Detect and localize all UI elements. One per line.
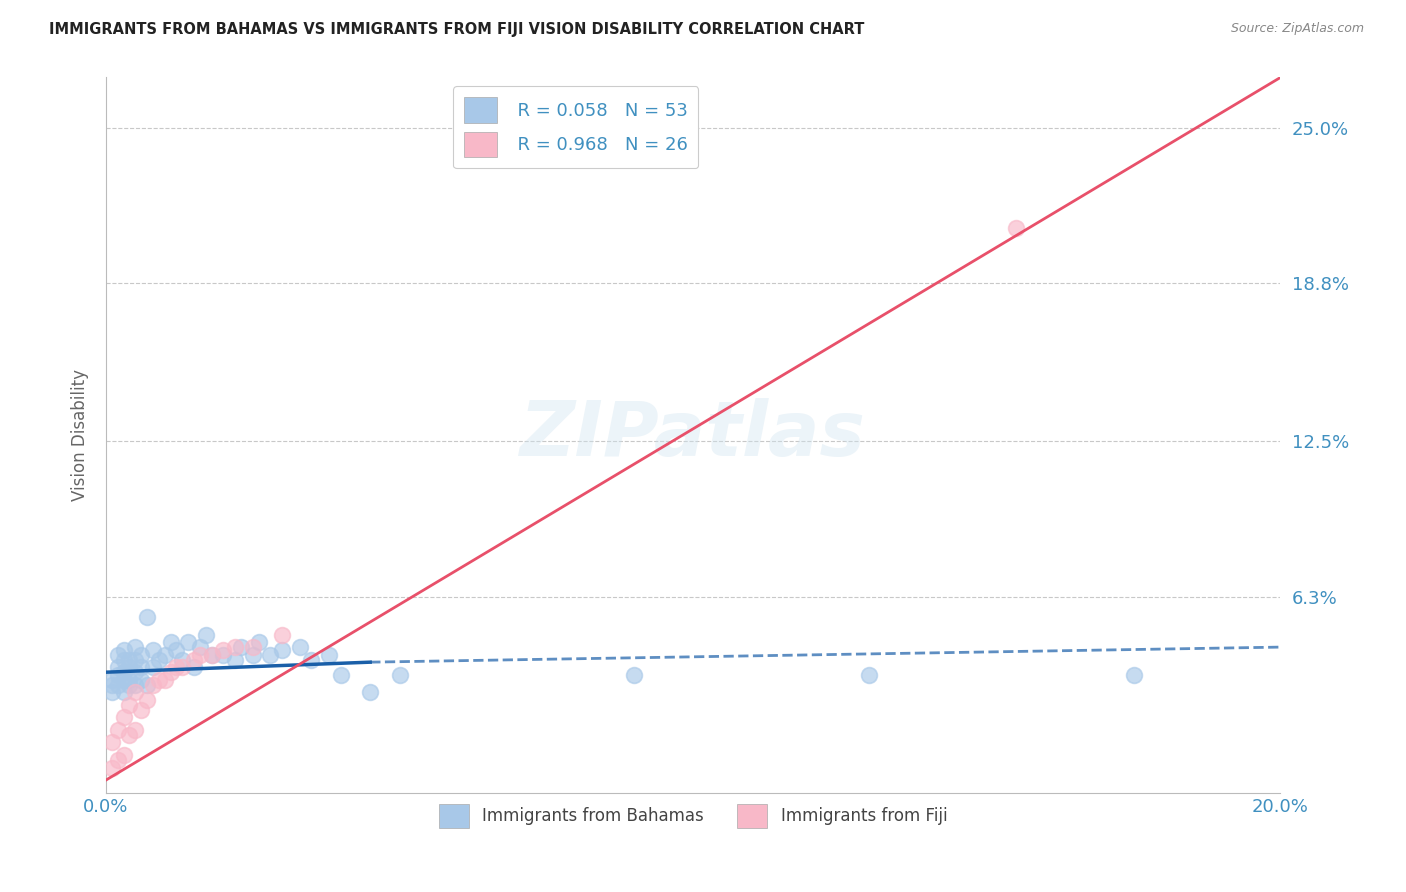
Point [101, 760, 124, 774]
Point [242, 648, 264, 662]
Point [129, 673, 152, 687]
Point [112, 653, 135, 667]
Point [259, 648, 281, 662]
Text: IMMIGRANTS FROM BAHAMAS VS IMMIGRANTS FROM FIJI VISION DISABILITY CORRELATION CH: IMMIGRANTS FROM BAHAMAS VS IMMIGRANTS FR… [49, 22, 865, 37]
Point [124, 665, 146, 680]
Point [165, 660, 187, 674]
Text: Source: ZipAtlas.com: Source: ZipAtlas.com [1230, 22, 1364, 36]
Point [124, 723, 146, 737]
Point [1005, 221, 1028, 235]
Point [224, 653, 246, 667]
Point [112, 665, 135, 680]
Point [359, 685, 381, 699]
Point [107, 648, 129, 662]
Point [148, 653, 170, 667]
Point [107, 667, 129, 681]
Point [112, 747, 135, 762]
Point [107, 753, 129, 767]
Point [129, 660, 152, 674]
Point [142, 660, 165, 674]
Point [101, 735, 124, 749]
Point [101, 673, 124, 687]
Point [148, 673, 170, 687]
Point [201, 648, 224, 662]
Point [159, 665, 181, 680]
Point [172, 653, 194, 667]
Point [388, 667, 411, 681]
Point [118, 673, 141, 687]
Point [136, 693, 159, 707]
Point [229, 640, 252, 654]
Point [142, 642, 165, 657]
Y-axis label: Vision Disability: Vision Disability [72, 369, 89, 501]
Point [118, 698, 141, 712]
Point [224, 640, 246, 654]
Point [112, 710, 135, 724]
Point [271, 627, 294, 641]
Point [136, 610, 159, 624]
Point [188, 640, 211, 654]
Point [124, 678, 146, 692]
Point [153, 648, 176, 662]
Point [177, 635, 200, 649]
Point [212, 648, 235, 662]
Text: ZIPatlas: ZIPatlas [520, 398, 866, 472]
Point [107, 723, 129, 737]
Point [112, 642, 135, 657]
Point [118, 653, 141, 667]
Point [858, 667, 880, 681]
Point [112, 673, 135, 687]
Point [172, 660, 194, 674]
Point [101, 685, 124, 699]
Point [301, 653, 323, 667]
Point [201, 648, 224, 662]
Point [623, 667, 645, 681]
Point [136, 678, 159, 692]
Point [1122, 667, 1144, 681]
Point [194, 627, 217, 641]
Legend: Immigrants from Bahamas, Immigrants from Fiji: Immigrants from Bahamas, Immigrants from… [432, 797, 955, 834]
Point [183, 653, 205, 667]
Point [118, 728, 141, 742]
Point [118, 660, 141, 674]
Point [153, 673, 176, 687]
Point [183, 660, 205, 674]
Point [124, 685, 146, 699]
Point [329, 667, 352, 681]
Point [242, 640, 264, 654]
Point [288, 640, 311, 654]
Point [112, 685, 135, 699]
Point [129, 648, 152, 662]
Point [247, 635, 270, 649]
Point [212, 642, 235, 657]
Point [159, 635, 181, 649]
Point [188, 648, 211, 662]
Point [129, 703, 152, 717]
Point [271, 642, 294, 657]
Point [107, 660, 129, 674]
Point [124, 653, 146, 667]
Point [124, 640, 146, 654]
Point [142, 678, 165, 692]
Point [118, 678, 141, 692]
Point [318, 648, 340, 662]
Point [107, 678, 129, 692]
Point [165, 642, 187, 657]
Point [101, 678, 124, 692]
